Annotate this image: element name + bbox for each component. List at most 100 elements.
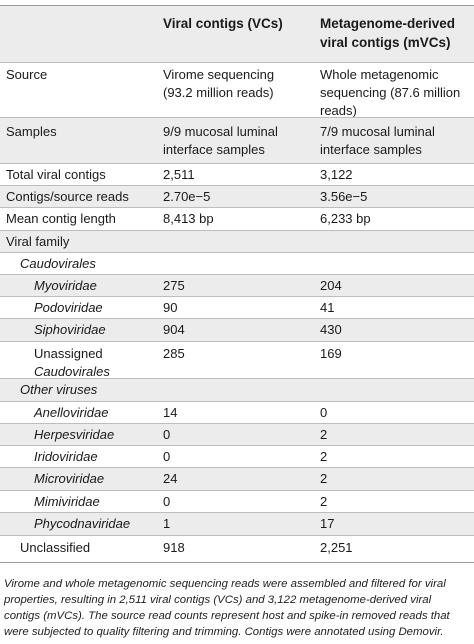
header-mvcs-line2: viral contigs (mVCs) xyxy=(320,35,451,50)
table-header: Viral contigs (VCs) Metagenome-derived v… xyxy=(0,6,474,62)
header-rule xyxy=(0,62,474,63)
cell-vc: 0 xyxy=(163,449,171,464)
cell-mvc: 0 xyxy=(320,405,328,420)
cell-mvc: interface samples xyxy=(320,142,422,157)
cell-mvc: 3,122 xyxy=(320,167,353,182)
cell-mvc: 2 xyxy=(320,449,328,464)
cell-vc: 1 xyxy=(163,516,171,531)
table-row: Phycodnaviridae 1 17 xyxy=(0,513,474,535)
row-label: Source xyxy=(6,67,48,82)
cell-vc: interface samples xyxy=(163,142,265,157)
table-row: Myoviridae 275 204 xyxy=(0,275,474,296)
row-rule xyxy=(0,252,474,253)
cell-mvc: 6,233 bp xyxy=(320,211,371,226)
cell-mvc: Whole metagenomic xyxy=(320,67,439,82)
row-rule xyxy=(0,318,474,319)
table-row: Mimiviridae 0 2 xyxy=(0,491,474,512)
top-rule xyxy=(0,5,474,6)
cell-vc: 0 xyxy=(163,427,171,442)
cell-vc: 90 xyxy=(163,300,178,315)
row-rule xyxy=(0,163,474,164)
row-label: Viral family xyxy=(6,234,70,249)
table-row: Viral family xyxy=(0,231,474,252)
row-label: Samples xyxy=(6,124,57,139)
row-rule xyxy=(0,535,474,536)
table-row: Samples 9/9 mucosal luminal interface sa… xyxy=(0,118,474,163)
row-rule xyxy=(0,296,474,297)
table-row: Anelloviridae 14 0 xyxy=(0,402,474,423)
cell-mvc: 17 xyxy=(320,516,335,531)
row-rule xyxy=(0,341,474,342)
row-rule xyxy=(0,117,474,118)
table-row: Mean contig length 8,413 bp 6,233 bp xyxy=(0,208,474,230)
cell-mvc: sequencing (87.6 million xyxy=(320,85,461,100)
table-caption: Virome and whole metagenomic sequencing … xyxy=(4,578,450,638)
row-label: Mean contig length xyxy=(6,211,116,226)
cell-vc: 285 xyxy=(163,346,185,361)
cell-mvc: 3.56e−5 xyxy=(320,189,368,204)
row-rule xyxy=(0,401,474,402)
cell-vc: 24 xyxy=(163,471,178,486)
cell-mvc: 430 xyxy=(320,322,342,337)
table-row: Total viral contigs 2,511 3,122 xyxy=(0,164,474,185)
row-label: Unclassified xyxy=(20,540,91,555)
row-label: Anelloviridae xyxy=(34,405,109,420)
row-label: Podoviridae xyxy=(34,300,103,315)
cell-vc: 2.70e−5 xyxy=(163,189,211,204)
table-row: Iridoviridae 0 2 xyxy=(0,446,474,467)
cell-mvc: 41 xyxy=(320,300,335,315)
cell-vc: 918 xyxy=(163,540,185,555)
cell-mvc: 2 xyxy=(320,494,328,509)
cell-vc: 0 xyxy=(163,494,171,509)
header-vcs: Viral contigs (VCs) xyxy=(163,16,283,31)
bottom-rule xyxy=(0,562,474,563)
cell-mvc: 2 xyxy=(320,471,328,486)
cell-vc: 8,413 bp xyxy=(163,211,214,226)
row-label: Phycodnaviridae xyxy=(34,516,131,531)
cell-mvc: 169 xyxy=(320,346,342,361)
table-row: Herpesviridae 0 2 xyxy=(0,424,474,445)
table-row: Contigs/source reads 2.70e−5 3.56e−5 xyxy=(0,186,474,207)
cell-vc: 275 xyxy=(163,278,185,293)
cell-mvc: 204 xyxy=(320,278,342,293)
cell-mvc: 7/9 mucosal luminal xyxy=(320,124,435,139)
row-label: Caudovirales xyxy=(20,256,96,271)
row-rule xyxy=(0,378,474,379)
table-row: Podoviridae 90 41 xyxy=(0,297,474,318)
row-label: Contigs/source reads xyxy=(6,189,129,204)
row-label: Other viruses xyxy=(20,382,98,397)
row-label: Siphoviridae xyxy=(34,322,106,337)
row-rule xyxy=(0,423,474,424)
table-row: Siphoviridae 904 430 xyxy=(0,319,474,341)
row-label: Total viral contigs xyxy=(6,167,106,182)
table-row: Unclassified 918 2,251 xyxy=(0,536,474,560)
cell-vc: 14 xyxy=(163,405,178,420)
table-row: Caudovirales xyxy=(0,253,474,274)
row-label: Herpesviridae xyxy=(34,427,115,442)
row-rule xyxy=(0,512,474,513)
cell-mvc: 2 xyxy=(320,427,328,442)
row-rule xyxy=(0,274,474,275)
cell-vc: 9/9 mucosal luminal xyxy=(163,124,278,139)
cell-mvc: reads) xyxy=(320,103,357,118)
row-rule xyxy=(0,185,474,186)
row-label: Iridoviridae xyxy=(34,449,98,464)
cell-vc: 904 xyxy=(163,322,185,337)
cell-vc: (93.2 million reads) xyxy=(163,85,274,100)
table-row: Source Virome sequencing (93.2 million r… xyxy=(0,63,474,118)
row-rule xyxy=(0,207,474,208)
cell-vc: Virome sequencing xyxy=(163,67,275,82)
header-mvcs-line1: Metagenome-derived xyxy=(320,16,456,31)
row-label: Caudovirales xyxy=(34,364,110,379)
row-label: Mimiviridae xyxy=(34,494,100,509)
table-row: Unassigned Caudovirales 285 169 xyxy=(0,342,474,379)
row-label: Microviridae xyxy=(34,471,105,486)
table-row: Other viruses xyxy=(0,379,474,401)
cell-mvc: 2,251 xyxy=(320,540,353,555)
row-rule xyxy=(0,467,474,468)
row-label: Myoviridae xyxy=(34,278,97,293)
table-row: Microviridae 24 2 xyxy=(0,468,474,490)
row-rule xyxy=(0,445,474,446)
row-rule xyxy=(0,490,474,491)
